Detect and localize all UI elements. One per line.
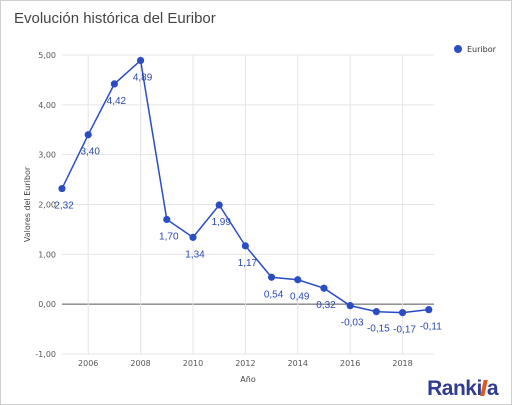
y-tick-label: 2,00 bbox=[38, 201, 56, 210]
data-point bbox=[84, 131, 92, 139]
y-tick-labels: -1,00 0,00 1,00 2,00 3,00 4,00 5,00 bbox=[35, 51, 56, 359]
data-label: 1,70 bbox=[159, 231, 179, 242]
y-tick-label: 1,00 bbox=[38, 250, 56, 259]
data-point bbox=[346, 302, 354, 310]
data-point bbox=[110, 80, 118, 88]
data-point bbox=[58, 184, 66, 193]
data-label: 0,49 bbox=[290, 292, 310, 303]
rankia-logo: Ranki a bbox=[427, 377, 498, 401]
data-label: 3,40 bbox=[80, 147, 100, 158]
data-point bbox=[163, 215, 171, 224]
legend-label: Euribor bbox=[467, 45, 497, 54]
data-label: -0,17 bbox=[393, 325, 416, 336]
y-tick-label: 3,00 bbox=[38, 151, 56, 160]
legend: Euribor bbox=[454, 45, 497, 54]
x-tick-labels: 2006 2008 2010 2012 2014 2016 2018 bbox=[78, 359, 413, 368]
data-points bbox=[58, 56, 433, 317]
data-point bbox=[320, 284, 328, 292]
data-point bbox=[398, 309, 407, 317]
y-tick-label: 4,00 bbox=[38, 101, 56, 110]
data-label: 4,42 bbox=[107, 96, 127, 107]
data-point bbox=[294, 276, 302, 284]
grid-layer bbox=[62, 54, 434, 355]
x-tick-label: 2018 bbox=[392, 359, 412, 368]
data-label: -0,11 bbox=[420, 322, 442, 333]
data-label: -0,15 bbox=[367, 324, 390, 335]
data-label: 1,17 bbox=[238, 258, 258, 269]
data-point bbox=[215, 201, 223, 209]
x-tick-label: 2014 bbox=[288, 359, 308, 368]
data-label: 4,89 bbox=[133, 72, 153, 83]
data-point bbox=[136, 56, 145, 65]
y-tick-label: -1,00 bbox=[35, 350, 56, 359]
y-tick-label: 5,00 bbox=[38, 51, 56, 60]
data-label: 1,34 bbox=[185, 249, 205, 260]
data-point bbox=[425, 306, 433, 314]
data-label: 1,99 bbox=[211, 217, 231, 228]
data-label: 2,32 bbox=[54, 201, 74, 212]
data-label: 0,32 bbox=[316, 300, 336, 311]
data-label: 0,54 bbox=[264, 289, 284, 300]
logo-text-start: Ranki bbox=[427, 377, 482, 400]
data-point bbox=[241, 242, 249, 250]
x-tick-label: 2016 bbox=[340, 359, 360, 368]
y-tick-label: 0,00 bbox=[38, 300, 56, 309]
x-tick-label: 2012 bbox=[235, 359, 255, 368]
legend-marker bbox=[454, 45, 462, 53]
x-tick-label: 2010 bbox=[183, 359, 203, 368]
logo-text-end: a bbox=[486, 377, 499, 400]
y-axis-title: Valores del Euribor bbox=[23, 166, 32, 242]
data-point bbox=[267, 273, 276, 281]
x-axis-title: Año bbox=[240, 375, 256, 384]
chart-title: Evolución histórica del Euribor bbox=[14, 10, 216, 27]
data-label: -0,03 bbox=[341, 318, 364, 329]
data-point bbox=[372, 308, 380, 316]
data-labels: 2,32 3,40 4,42 4,89 1,70 1,34 1,99 1,17 0,54 0,49… bbox=[54, 72, 442, 335]
x-tick-label: 2006 bbox=[78, 359, 98, 368]
data-point bbox=[189, 233, 197, 241]
x-tick-label: 2008 bbox=[130, 359, 150, 368]
